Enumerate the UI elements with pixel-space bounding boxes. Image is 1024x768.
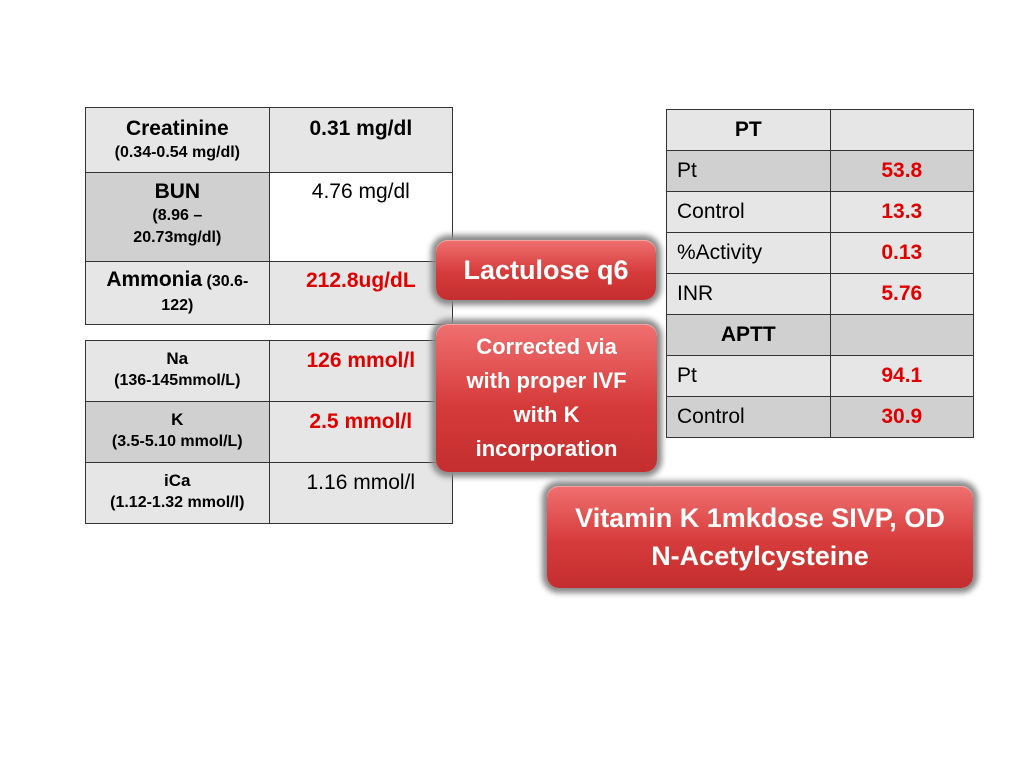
ammonia-label: Ammonia bbox=[106, 268, 203, 291]
ica-value-cell: 1.16 mmol/l bbox=[268, 462, 454, 524]
pt-header-empty bbox=[829, 109, 975, 151]
vitamin-k-line-2: N-Acetylcysteine bbox=[651, 541, 869, 571]
activity-label: %Activity bbox=[666, 232, 831, 274]
na-value: 126 mmol/l bbox=[306, 349, 416, 372]
table-row: Pt 53.8 bbox=[666, 150, 975, 192]
aptt-pt-value: 94.1 bbox=[829, 355, 975, 397]
na-label: Na bbox=[166, 349, 189, 368]
corrected-callout: Corrected via with proper IVF with K inc… bbox=[436, 324, 657, 472]
ica-label-cell: iCa (1.12-1.32 mmol/l) bbox=[85, 462, 270, 524]
lactulose-text: Lactulose q6 bbox=[463, 254, 629, 285]
bun-value-cell: 4.76 mg/dl bbox=[268, 172, 454, 262]
creatinine-label-cell: Creatinine (0.34-0.54 mg/dl) bbox=[85, 107, 270, 173]
ammonia-label-cell: Ammonia (30.6-122) bbox=[85, 261, 270, 325]
table-row: Control 13.3 bbox=[666, 191, 975, 233]
creatinine-value-cell: 0.31 mg/dl bbox=[268, 107, 454, 173]
table-row: %Activity 0.13 bbox=[666, 232, 975, 274]
k-range: (3.5-5.10 mmol/L) bbox=[111, 433, 243, 450]
table-row: Creatinine (0.34-0.54 mg/dl) 0.31 mg/dl bbox=[85, 107, 454, 173]
aptt-control-label: Control bbox=[666, 396, 831, 438]
na-label-cell: Na (136-145mmol/L) bbox=[85, 340, 270, 402]
ica-value: 1.16 mmol/l bbox=[306, 471, 416, 494]
aptt-header: APTT bbox=[666, 314, 831, 356]
aptt-header-empty bbox=[829, 314, 975, 356]
aptt-pt-label: Pt bbox=[666, 355, 831, 397]
table-row: INR 5.76 bbox=[666, 273, 975, 315]
vitamin-k-callout: Vitamin K 1mkdose SIVP, OD N-Acetylcyste… bbox=[547, 486, 973, 588]
activity-value: 0.13 bbox=[829, 232, 975, 274]
pt-header: PT bbox=[666, 109, 831, 151]
pt-label: Pt bbox=[666, 150, 831, 192]
k-label: K bbox=[171, 410, 184, 429]
table-row: PT bbox=[666, 109, 975, 151]
aptt-control-value: 30.9 bbox=[829, 396, 975, 438]
corrected-line-4: incorporation bbox=[475, 436, 618, 461]
table-row: iCa (1.12-1.32 mmol/l) 1.16 mmol/l bbox=[85, 462, 454, 524]
bun-range: (8.96 – 20.73mg/dl) bbox=[133, 207, 222, 246]
table-row: Control 30.9 bbox=[666, 396, 975, 438]
inr-label: INR bbox=[666, 273, 831, 315]
table-row: BUN (8.96 – 20.73mg/dl) 4.76 mg/dl bbox=[85, 172, 454, 262]
ammonia-value-cell: 212.8ug/dL bbox=[268, 261, 454, 325]
table-row: K (3.5-5.10 mmol/L) 2.5 mmol/l bbox=[85, 401, 454, 463]
electrolytes-table: Na (136-145mmol/L) 126 mmol/l K (3.5-5.1… bbox=[85, 340, 454, 524]
ica-label: iCa bbox=[164, 471, 191, 490]
table-row: Na (136-145mmol/L) 126 mmol/l bbox=[85, 340, 454, 402]
k-value-cell: 2.5 mmol/l bbox=[268, 401, 454, 463]
corrected-line-2: with proper IVF bbox=[466, 368, 627, 393]
corrected-line-1: Corrected via bbox=[476, 334, 617, 359]
bun-value: 4.76 mg/dl bbox=[311, 180, 410, 203]
table-row: Pt 94.1 bbox=[666, 355, 975, 397]
na-value-cell: 126 mmol/l bbox=[268, 340, 454, 402]
ammonia-range: (30.6-122) bbox=[161, 273, 249, 314]
bun-label: BUN bbox=[154, 180, 201, 203]
lactulose-callout: Lactulose q6 bbox=[436, 240, 656, 300]
control-label: Control bbox=[666, 191, 831, 233]
inr-value: 5.76 bbox=[829, 273, 975, 315]
table-row: APTT bbox=[666, 314, 975, 356]
ammonia-value: 212.8ug/dL bbox=[305, 269, 416, 292]
ica-range: (1.12-1.32 mmol/l) bbox=[110, 494, 245, 511]
creatinine-range: (0.34-0.54 mg/dl) bbox=[114, 144, 240, 161]
renal-labs-table: Creatinine (0.34-0.54 mg/dl) 0.31 mg/dl … bbox=[85, 107, 454, 325]
k-value: 2.5 mmol/l bbox=[309, 410, 413, 433]
table-row: Ammonia (30.6-122) 212.8ug/dL bbox=[85, 261, 454, 325]
coagulation-table: PT Pt 53.8 Control 13.3 %Activity 0.13 I… bbox=[666, 109, 975, 438]
corrected-line-3: with K bbox=[513, 402, 580, 427]
bun-label-cell: BUN (8.96 – 20.73mg/dl) bbox=[85, 172, 270, 262]
pt-value: 53.8 bbox=[829, 150, 975, 192]
vitamin-k-line-1: Vitamin K 1mkdose SIVP, OD bbox=[575, 503, 945, 533]
creatinine-label: Creatinine bbox=[125, 117, 229, 140]
control-value: 13.3 bbox=[829, 191, 975, 233]
k-label-cell: K (3.5-5.10 mmol/L) bbox=[85, 401, 270, 463]
creatinine-value: 0.31 mg/dl bbox=[309, 117, 413, 140]
na-range: (136-145mmol/L) bbox=[114, 372, 241, 389]
